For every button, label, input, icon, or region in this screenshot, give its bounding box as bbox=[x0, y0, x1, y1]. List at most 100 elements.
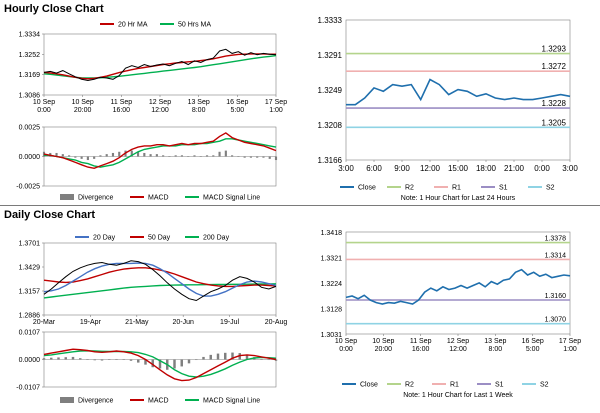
daily_price-legend-2-label: 200 Day bbox=[203, 235, 230, 242]
daily_macd-divergence-bar bbox=[86, 359, 89, 360]
hourly_macd-divergence-bar bbox=[99, 155, 102, 157]
hourly_price-ma50-line bbox=[43, 54, 277, 79]
hourly_close_24h-xtick-label: 3:00 bbox=[338, 164, 354, 173]
daily_price-xtick-label: 20-Mar bbox=[33, 319, 56, 326]
hourly_macd-divergence-bar bbox=[224, 150, 227, 157]
hourly_close_week-level-r1-label: 1.3314 bbox=[545, 252, 567, 259]
hourly_macd-signal-line bbox=[44, 138, 277, 168]
hourly_macd-divergence-bar bbox=[212, 155, 215, 157]
hourly-section-title: Hourly Close Chart bbox=[4, 3, 104, 15]
daily_price-ytick-label: 1.3157 bbox=[19, 289, 41, 296]
daily_price-frame bbox=[43, 242, 277, 316]
hourly_macd-legend-0-swatch bbox=[60, 194, 74, 200]
daily_price-ma200-line bbox=[43, 283, 277, 299]
daily_macd-divergence-bar bbox=[187, 359, 191, 364]
hourly_close_week-legend-4-label: S2 bbox=[540, 382, 549, 389]
daily_macd-legend-2-label: MACD Signal Line bbox=[203, 398, 260, 405]
hourly_price-xtick-label: 13 Sep 8:00 bbox=[188, 99, 210, 114]
hourly_macd-divergence-bar bbox=[268, 156, 271, 159]
hourly_macd-divergence-bar bbox=[80, 156, 83, 159]
hourly_close_week-note: Note: 1 Hour Chart for Last 1 Week bbox=[403, 392, 513, 399]
hourly_close_week-xtick-label: 10 Sep 0:00 bbox=[335, 338, 357, 353]
hourly_price-xtick-label: 17 Sep 1:00 bbox=[265, 99, 287, 114]
hourly_macd-legend-2-label: MACD Signal Line bbox=[203, 195, 260, 202]
hourly_close_24h-level-r2-label: 1.3293 bbox=[542, 45, 567, 54]
daily_price-ma20-line bbox=[43, 262, 277, 297]
daily_macd-divergence-bar bbox=[274, 359, 278, 361]
daily_macd-divergence-bar bbox=[108, 359, 111, 360]
daily_macd-divergence-bar bbox=[50, 357, 53, 360]
hourly_price-xtick-label: 10 Sep 20:00 bbox=[72, 99, 94, 114]
hourly_price-ytick-label: 1.3334 bbox=[19, 32, 41, 39]
hourly_close_24h-ytick-label: 1.3208 bbox=[318, 121, 343, 130]
hourly_close_24h-ytick-label: 1.3166 bbox=[318, 156, 343, 165]
daily_macd-ytick-label: 0.0107 bbox=[19, 330, 41, 337]
hourly_close_week-xtick-label: 13 Sep 8:00 bbox=[484, 338, 506, 353]
hourly_macd-divergence-bar bbox=[249, 156, 252, 158]
hourly_macd-divergence-bar bbox=[168, 156, 171, 157]
hourly_close_24h-legend-2-label: R1 bbox=[452, 185, 461, 192]
daily_macd-ytick-label: 0.0000 bbox=[19, 357, 41, 364]
hourly_close_week-level-r2-label: 1.3378 bbox=[545, 236, 567, 243]
hourly_macd-divergence-bar bbox=[136, 151, 140, 157]
daily_macd-divergence-bar bbox=[245, 354, 249, 360]
hourly_macd-divergence-bar bbox=[130, 150, 133, 157]
daily_macd-divergence-bar bbox=[100, 359, 104, 361]
daily_macd-divergence-bar bbox=[57, 357, 60, 360]
hourly_macd-divergence-bar bbox=[105, 154, 108, 157]
hourly_close_week-xtick-label: 12 Sep 12:00 bbox=[447, 338, 469, 353]
hourly_macd-divergence-bar bbox=[74, 156, 77, 158]
daily_macd-legend-0-label: Divergence bbox=[78, 398, 114, 405]
hourly_price-ytick-label: 1.3252 bbox=[19, 52, 41, 59]
hourly_macd-divergence-bar bbox=[86, 156, 89, 161]
daily_macd-divergence-bar bbox=[93, 359, 96, 361]
hourly_macd-divergence-bar bbox=[256, 156, 259, 158]
section-divider bbox=[0, 205, 600, 206]
daily_macd-divergence-bar bbox=[129, 359, 133, 361]
hourly_macd-ytick-label: 0.0025 bbox=[19, 125, 41, 132]
daily_macd-divergence-bar bbox=[260, 358, 263, 360]
hourly_macd-legend-0-label: Divergence bbox=[78, 195, 114, 202]
hourly_close_week-xtick-label: 16 Sep 5:00 bbox=[522, 338, 544, 353]
hourly_close_week-ytick-label: 1.3321 bbox=[321, 256, 343, 263]
daily_price-ytick-label: 1.3701 bbox=[19, 241, 41, 248]
hourly_close_week-ytick-label: 1.3128 bbox=[321, 307, 343, 314]
daily_macd-divergence-bar bbox=[79, 358, 82, 360]
daily_price-ytick-label: 1.2886 bbox=[19, 313, 41, 320]
daily_price-xtick-label: 20-Aug bbox=[265, 319, 288, 326]
hourly_close_24h-xtick-label: 6:00 bbox=[366, 164, 382, 173]
daily_macd-divergence-bar bbox=[122, 359, 125, 360]
hourly_macd-legend-1-label: MACD bbox=[148, 195, 169, 202]
hourly_macd-divergence-bar bbox=[243, 156, 246, 158]
hourly_close_24h-ytick-label: 1.3333 bbox=[318, 16, 343, 25]
hourly_close_week-close-line bbox=[345, 268, 571, 305]
daily_macd-divergence-bar bbox=[224, 352, 227, 360]
hourly_macd-ytick-label: -0.0025 bbox=[16, 184, 40, 191]
hourly_macd-divergence-bar bbox=[111, 152, 115, 157]
hourly_price-ytick-label: 1.3086 bbox=[19, 93, 41, 100]
hourly_macd-divergence-bar bbox=[193, 155, 196, 157]
hourly_macd-divergence-bar bbox=[149, 154, 152, 157]
daily_macd-divergence-bar bbox=[216, 353, 220, 360]
hourly_close_24h-ytick-label: 1.3249 bbox=[318, 86, 343, 95]
hourly_macd-divergence-bar bbox=[162, 155, 165, 157]
daily_macd-divergence-bar bbox=[202, 356, 205, 360]
daily_macd-legend-0-swatch bbox=[60, 397, 74, 403]
hourly_close_24h-xtick-label: 21:00 bbox=[504, 164, 525, 173]
daily_macd-signal-line bbox=[43, 350, 277, 378]
hourly_macd-divergence-bar bbox=[231, 155, 234, 157]
hourly_macd-divergence-bar bbox=[143, 152, 146, 157]
daily_price-legend-1-label: 50 Day bbox=[148, 235, 171, 242]
hourly_macd-divergence-bar bbox=[199, 156, 202, 157]
hourly_price-xtick-label: 16 Sep 5:00 bbox=[226, 99, 248, 114]
daily_price-xtick-label: 20-Jun bbox=[172, 319, 194, 326]
daily_macd-divergence-bar bbox=[158, 359, 162, 369]
daily-section-title: Daily Close Chart bbox=[4, 209, 96, 221]
hourly_close_week-xtick-label: 10 Sep 20:00 bbox=[372, 338, 394, 353]
hourly_macd-divergence-bar bbox=[155, 154, 158, 157]
hourly_macd-divergence-bar bbox=[187, 156, 190, 157]
hourly_macd-divergence-bar bbox=[237, 156, 240, 157]
daily_macd-macd-line bbox=[43, 348, 277, 382]
daily_macd-divergence-bar bbox=[71, 356, 75, 360]
